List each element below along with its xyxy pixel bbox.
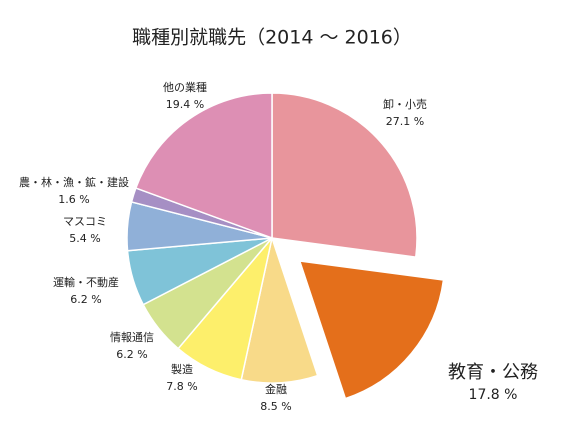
pie-slice: [134, 92, 273, 240]
slice-label: 製造: [171, 362, 193, 376]
slice-value: 6.2 %: [116, 348, 147, 361]
slice-label: 情報通信: [110, 331, 154, 344]
slice-label: 他の業種: [163, 80, 207, 94]
slice-value: 27.1 %: [386, 115, 424, 128]
pie-slice: [271, 92, 418, 258]
slice-value: 1.6 %: [58, 193, 89, 206]
slice-label: 金融: [265, 382, 287, 396]
slice-label: 農・林・漁・鉱・建設: [19, 175, 129, 189]
pie-slice: [298, 260, 445, 400]
slice-value: 17.8 %: [469, 387, 518, 403]
slice-label: 運輸・不動産: [53, 275, 119, 289]
slice-value: 8.5 %: [260, 400, 291, 413]
slice-label: マスコミ: [63, 215, 107, 228]
slice-value: 7.8 %: [166, 380, 197, 393]
slice-value: 19.4 %: [166, 98, 204, 111]
slice-value: 5.4 %: [69, 232, 100, 245]
slice-value: 6.2 %: [70, 293, 101, 306]
slice-label: 卸・小売: [383, 97, 427, 111]
chart-title: 職種別就職先（2014 ～ 2016）: [132, 27, 412, 49]
slice-label: 教育・公務: [448, 362, 538, 383]
